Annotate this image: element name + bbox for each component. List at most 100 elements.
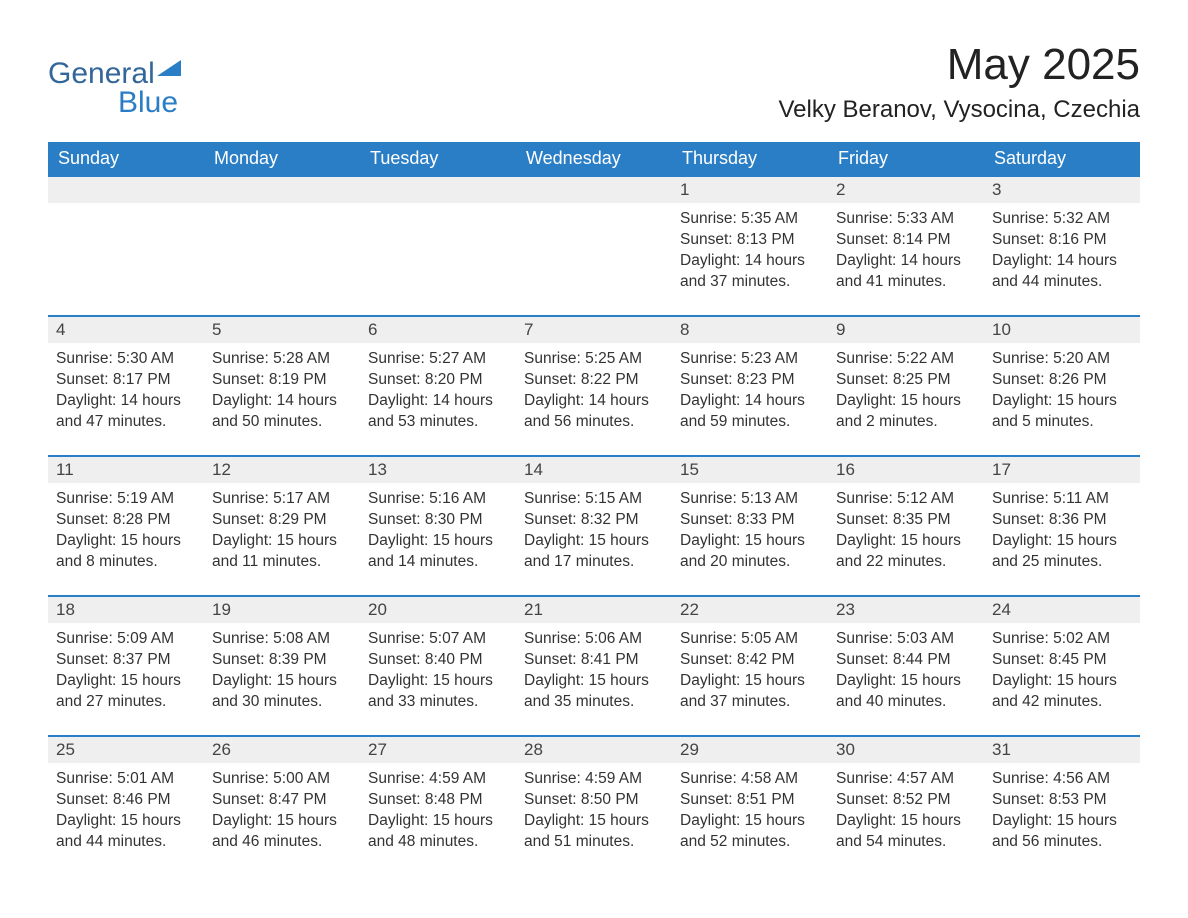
day-cell: 18Sunrise: 5:09 AMSunset: 8:37 PMDayligh… bbox=[48, 596, 204, 736]
sunset-line: Sunset: 8:32 PM bbox=[524, 511, 639, 528]
daylight-line: Daylight: 14 hours and 37 minutes. bbox=[680, 252, 805, 290]
daylight-line: Daylight: 15 hours and 30 minutes. bbox=[212, 672, 337, 710]
daylight-line: Daylight: 14 hours and 56 minutes. bbox=[524, 392, 649, 430]
daylight-line: Daylight: 15 hours and 42 minutes. bbox=[992, 672, 1117, 710]
day-details: Sunrise: 5:15 AMSunset: 8:32 PMDaylight:… bbox=[516, 483, 672, 577]
daylight-line: Daylight: 14 hours and 50 minutes. bbox=[212, 392, 337, 430]
sunrise-line: Sunrise: 5:02 AM bbox=[992, 630, 1110, 647]
sunrise-line: Sunrise: 5:20 AM bbox=[992, 350, 1110, 367]
sunset-line: Sunset: 8:19 PM bbox=[212, 371, 327, 388]
sunset-line: Sunset: 8:53 PM bbox=[992, 791, 1107, 808]
day-details: Sunrise: 5:02 AMSunset: 8:45 PMDaylight:… bbox=[984, 623, 1140, 717]
day-cell: 12Sunrise: 5:17 AMSunset: 8:29 PMDayligh… bbox=[204, 456, 360, 596]
day-cell: 24Sunrise: 5:02 AMSunset: 8:45 PMDayligh… bbox=[984, 596, 1140, 736]
sunrise-line: Sunrise: 5:16 AM bbox=[368, 490, 486, 507]
sunset-line: Sunset: 8:28 PM bbox=[56, 511, 171, 528]
sunset-line: Sunset: 8:17 PM bbox=[56, 371, 171, 388]
day-number: 30 bbox=[828, 737, 984, 763]
day-details: Sunrise: 5:09 AMSunset: 8:37 PMDaylight:… bbox=[48, 623, 204, 717]
day-number: 20 bbox=[360, 597, 516, 623]
daylight-line: Daylight: 15 hours and 5 minutes. bbox=[992, 392, 1117, 430]
day-details: Sunrise: 5:00 AMSunset: 8:47 PMDaylight:… bbox=[204, 763, 360, 857]
day-details: Sunrise: 5:23 AMSunset: 8:23 PMDaylight:… bbox=[672, 343, 828, 437]
day-number: 13 bbox=[360, 457, 516, 483]
day-details: Sunrise: 5:33 AMSunset: 8:14 PMDaylight:… bbox=[828, 203, 984, 297]
day-details: Sunrise: 5:12 AMSunset: 8:35 PMDaylight:… bbox=[828, 483, 984, 577]
daylight-line: Daylight: 15 hours and 8 minutes. bbox=[56, 532, 181, 570]
title-block: May 2025 Velky Beranov, Vysocina, Czechi… bbox=[778, 40, 1140, 124]
day-number: 2 bbox=[828, 177, 984, 203]
day-cell: 3Sunrise: 5:32 AMSunset: 8:16 PMDaylight… bbox=[984, 176, 1140, 316]
sunset-line: Sunset: 8:35 PM bbox=[836, 511, 951, 528]
day-details: Sunrise: 5:06 AMSunset: 8:41 PMDaylight:… bbox=[516, 623, 672, 717]
sunrise-line: Sunrise: 5:33 AM bbox=[836, 210, 954, 227]
sunset-line: Sunset: 8:26 PM bbox=[992, 371, 1107, 388]
week-row: 4Sunrise: 5:30 AMSunset: 8:17 PMDaylight… bbox=[48, 316, 1140, 456]
day-header: Saturday bbox=[984, 142, 1140, 176]
day-details: Sunrise: 5:19 AMSunset: 8:28 PMDaylight:… bbox=[48, 483, 204, 577]
day-details: Sunrise: 5:08 AMSunset: 8:39 PMDaylight:… bbox=[204, 623, 360, 717]
day-cell: 27Sunrise: 4:59 AMSunset: 8:48 PMDayligh… bbox=[360, 736, 516, 876]
day-number: 19 bbox=[204, 597, 360, 623]
day-number: 1 bbox=[672, 177, 828, 203]
day-details: Sunrise: 5:11 AMSunset: 8:36 PMDaylight:… bbox=[984, 483, 1140, 577]
sunrise-line: Sunrise: 4:59 AM bbox=[524, 770, 642, 787]
day-number: 27 bbox=[360, 737, 516, 763]
day-cell: 14Sunrise: 5:15 AMSunset: 8:32 PMDayligh… bbox=[516, 456, 672, 596]
day-cell bbox=[360, 176, 516, 316]
day-header: Friday bbox=[828, 142, 984, 176]
sunset-line: Sunset: 8:48 PM bbox=[368, 791, 483, 808]
day-cell: 2Sunrise: 5:33 AMSunset: 8:14 PMDaylight… bbox=[828, 176, 984, 316]
day-number-empty bbox=[204, 177, 360, 203]
logo-word-blue: Blue bbox=[118, 89, 185, 118]
day-number: 5 bbox=[204, 317, 360, 343]
day-number: 24 bbox=[984, 597, 1140, 623]
day-cell: 16Sunrise: 5:12 AMSunset: 8:35 PMDayligh… bbox=[828, 456, 984, 596]
sunrise-line: Sunrise: 5:03 AM bbox=[836, 630, 954, 647]
day-number-empty bbox=[516, 177, 672, 203]
day-header: Monday bbox=[204, 142, 360, 176]
daylight-line: Daylight: 15 hours and 44 minutes. bbox=[56, 812, 181, 850]
day-details: Sunrise: 5:07 AMSunset: 8:40 PMDaylight:… bbox=[360, 623, 516, 717]
day-details: Sunrise: 5:03 AMSunset: 8:44 PMDaylight:… bbox=[828, 623, 984, 717]
sunset-line: Sunset: 8:50 PM bbox=[524, 791, 639, 808]
day-number: 8 bbox=[672, 317, 828, 343]
sunrise-line: Sunrise: 5:05 AM bbox=[680, 630, 798, 647]
daylight-line: Daylight: 14 hours and 53 minutes. bbox=[368, 392, 493, 430]
logo-text: General Blue bbox=[48, 60, 185, 117]
day-number: 4 bbox=[48, 317, 204, 343]
day-cell: 20Sunrise: 5:07 AMSunset: 8:40 PMDayligh… bbox=[360, 596, 516, 736]
sunset-line: Sunset: 8:44 PM bbox=[836, 651, 951, 668]
sunrise-line: Sunrise: 5:28 AM bbox=[212, 350, 330, 367]
day-details: Sunrise: 5:05 AMSunset: 8:42 PMDaylight:… bbox=[672, 623, 828, 717]
sunrise-line: Sunrise: 4:59 AM bbox=[368, 770, 486, 787]
daylight-line: Daylight: 14 hours and 44 minutes. bbox=[992, 252, 1117, 290]
logo: General Blue bbox=[48, 40, 185, 117]
day-details: Sunrise: 5:17 AMSunset: 8:29 PMDaylight:… bbox=[204, 483, 360, 577]
day-details: Sunrise: 4:57 AMSunset: 8:52 PMDaylight:… bbox=[828, 763, 984, 857]
day-details: Sunrise: 5:30 AMSunset: 8:17 PMDaylight:… bbox=[48, 343, 204, 437]
day-cell: 7Sunrise: 5:25 AMSunset: 8:22 PMDaylight… bbox=[516, 316, 672, 456]
location-text: Velky Beranov, Vysocina, Czechia bbox=[778, 96, 1140, 124]
day-cell: 13Sunrise: 5:16 AMSunset: 8:30 PMDayligh… bbox=[360, 456, 516, 596]
week-row: 1Sunrise: 5:35 AMSunset: 8:13 PMDaylight… bbox=[48, 176, 1140, 316]
day-details: Sunrise: 4:56 AMSunset: 8:53 PMDaylight:… bbox=[984, 763, 1140, 857]
daylight-line: Daylight: 15 hours and 2 minutes. bbox=[836, 392, 961, 430]
day-header: Tuesday bbox=[360, 142, 516, 176]
day-details: Sunrise: 4:59 AMSunset: 8:50 PMDaylight:… bbox=[516, 763, 672, 857]
day-cell: 28Sunrise: 4:59 AMSunset: 8:50 PMDayligh… bbox=[516, 736, 672, 876]
sunset-line: Sunset: 8:13 PM bbox=[680, 231, 795, 248]
day-cell: 15Sunrise: 5:13 AMSunset: 8:33 PMDayligh… bbox=[672, 456, 828, 596]
day-number: 3 bbox=[984, 177, 1140, 203]
day-cell: 10Sunrise: 5:20 AMSunset: 8:26 PMDayligh… bbox=[984, 316, 1140, 456]
sunrise-line: Sunrise: 5:17 AM bbox=[212, 490, 330, 507]
day-details: Sunrise: 5:13 AMSunset: 8:33 PMDaylight:… bbox=[672, 483, 828, 577]
day-cell: 29Sunrise: 4:58 AMSunset: 8:51 PMDayligh… bbox=[672, 736, 828, 876]
day-number: 28 bbox=[516, 737, 672, 763]
sunset-line: Sunset: 8:25 PM bbox=[836, 371, 951, 388]
day-cell: 19Sunrise: 5:08 AMSunset: 8:39 PMDayligh… bbox=[204, 596, 360, 736]
day-details: Sunrise: 5:16 AMSunset: 8:30 PMDaylight:… bbox=[360, 483, 516, 577]
week-row: 11Sunrise: 5:19 AMSunset: 8:28 PMDayligh… bbox=[48, 456, 1140, 596]
sunrise-line: Sunrise: 5:00 AM bbox=[212, 770, 330, 787]
sunset-line: Sunset: 8:29 PM bbox=[212, 511, 327, 528]
